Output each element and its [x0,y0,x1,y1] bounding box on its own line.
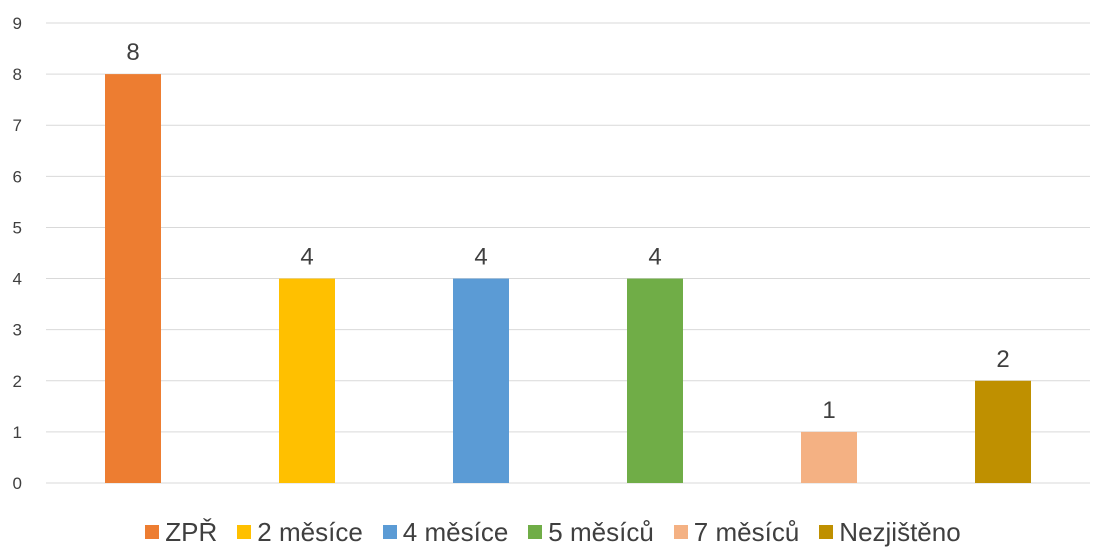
data-label: 4 [474,244,487,271]
y-tick-label: 1 [13,423,22,442]
bar-5 [801,431,857,483]
legend-swatch [237,525,252,539]
legend-swatch [145,525,160,539]
y-tick-label: 2 [13,372,22,391]
y-tick-label: 3 [13,321,22,340]
y-tick-label: 9 [13,14,22,33]
y-tick-label: 0 [13,474,22,493]
legend-swatch [528,525,543,539]
legend-label: ZPŘ [165,517,218,547]
legend-item: Nezjištěno [819,517,961,547]
legend: ZPŘ 2 měsíce 4 měsíce 5 měsíců 7 měsíců Nezji… [0,516,1106,548]
y-axis: 0 1 2 3 4 5 6 7 8 9 [13,14,22,493]
legend-item: 2 měsíce [237,519,363,545]
data-label: 8 [126,39,139,66]
bar-1 [105,74,161,483]
y-tick-label: 4 [13,270,22,289]
y-tick-label: 5 [13,218,22,237]
bars [105,74,1031,483]
bar-3 [453,278,509,483]
legend-item: 5 měsíců [528,519,654,545]
legend-swatch [673,525,688,539]
legend-label: 7 měsíců [693,517,800,547]
legend-label: 5 měsíců [548,517,654,547]
legend-label: 2 měsíce [257,517,363,547]
legend-label: 4 měsíce [402,517,509,547]
y-tick-label: 7 [13,116,22,135]
data-label: 1 [822,397,835,424]
data-labels: 8 4 4 4 1 2 [126,39,1009,424]
bar-4 [627,278,683,483]
gridlines [46,22,1090,484]
legend-item: ZPŘ [145,519,217,545]
bar-2 [279,278,335,483]
y-tick-label: 8 [13,65,22,84]
legend-item: 4 měsíce [382,517,509,547]
data-label: 4 [300,244,313,271]
data-label: 2 [996,346,1009,373]
y-tick-label: 6 [13,167,22,186]
data-label: 4 [648,244,661,271]
legend-swatch [382,525,397,539]
bar-6 [975,380,1031,483]
bar-chart: 0 1 2 3 4 5 6 7 8 9 8 4 4 4 1 2 [13,14,1090,493]
legend-swatch [819,525,834,539]
legend-label: Nezjištěno [839,517,961,547]
legend-item: 7 měsíců [673,517,800,547]
